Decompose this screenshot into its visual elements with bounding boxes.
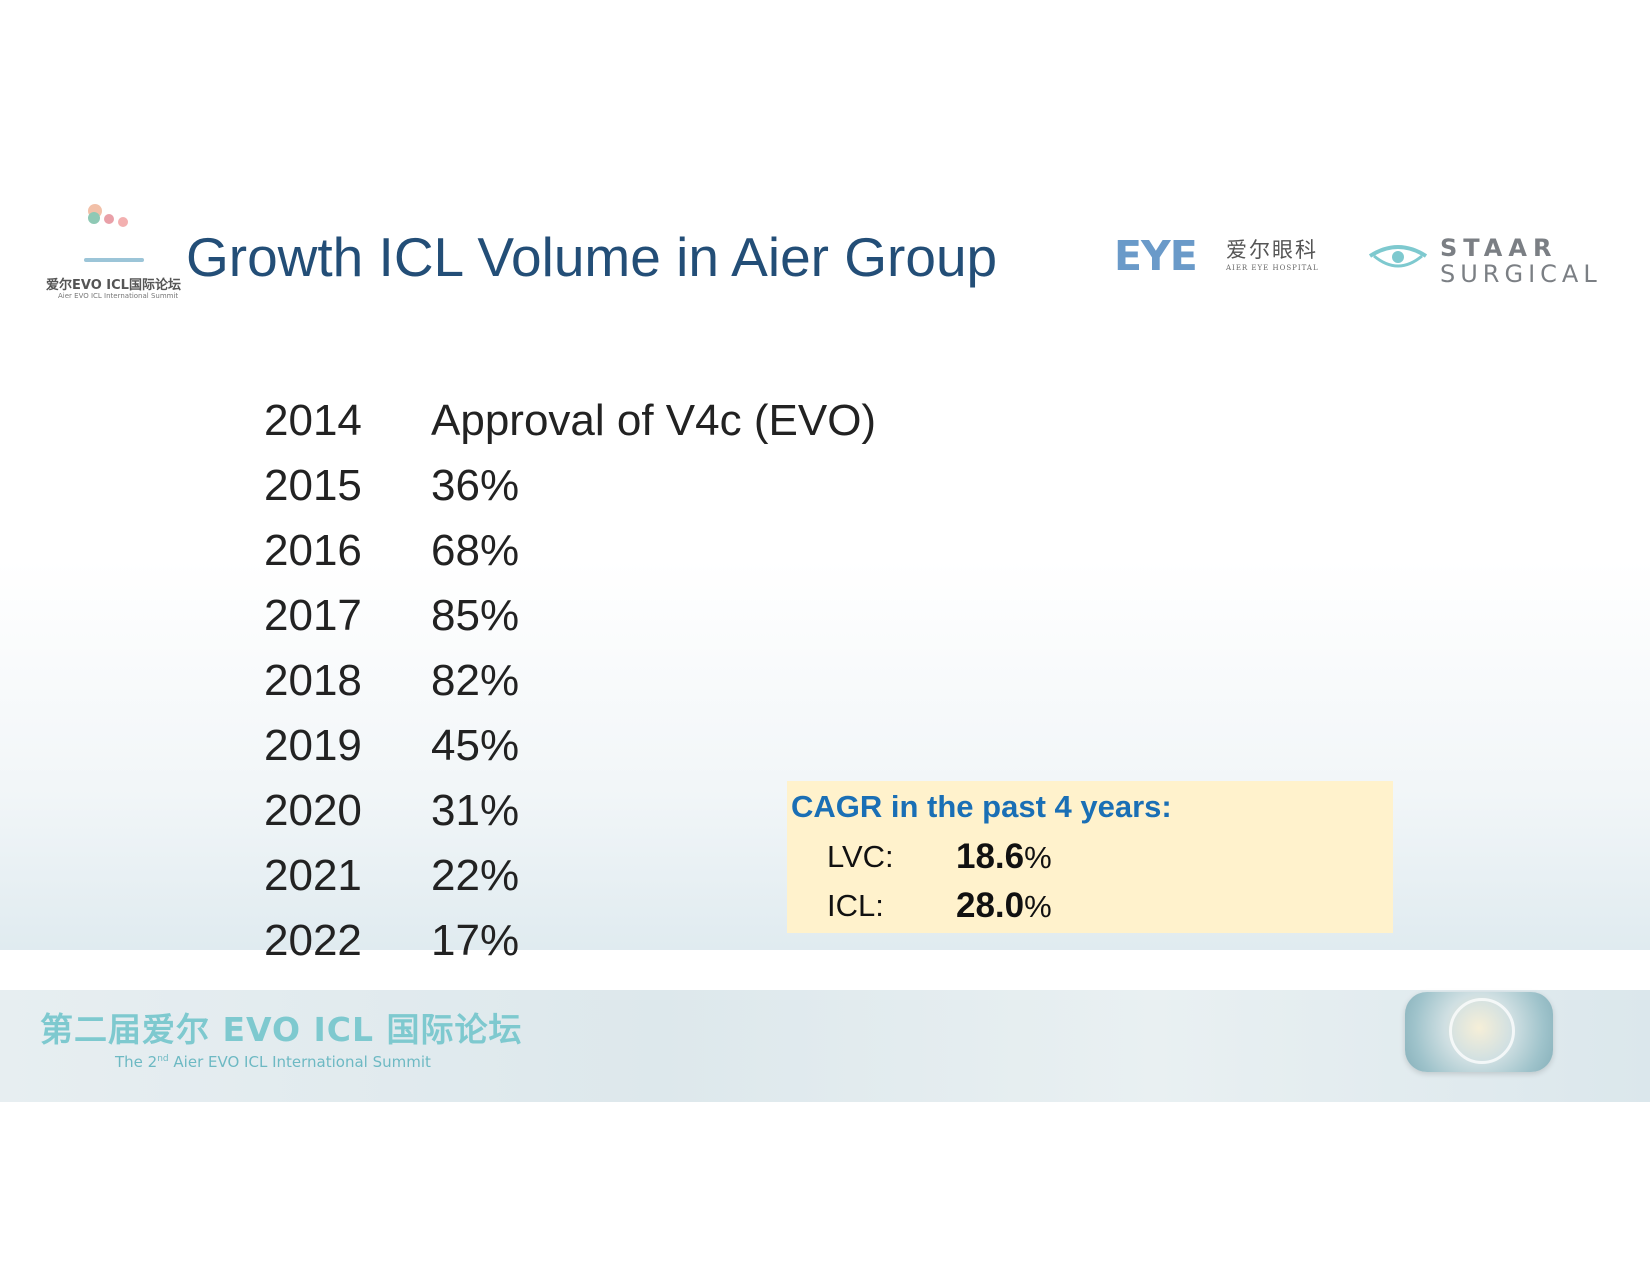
- cagr-callout: CAGR in the past 4 years: LVC: 18.6% ICL…: [787, 781, 1393, 933]
- table-row: 2014 Approval of V4c (EVO): [264, 396, 884, 456]
- staar-logo-line2: SURGICAL: [1440, 260, 1602, 288]
- table-year: 2019: [264, 721, 362, 770]
- table-year: 2022: [264, 916, 362, 965]
- footer-title-en-pre: The 2: [115, 1053, 158, 1071]
- table-row: 2017 85%: [264, 591, 884, 651]
- cagr-lvc-value: 18.6: [956, 837, 1025, 876]
- table-value: Approval of V4c (EVO): [431, 396, 877, 445]
- cagr-icl-value: 28.0: [956, 886, 1025, 925]
- table-value: 31%: [431, 786, 520, 835]
- summit-logo-en: Aier EVO ICL International Summit: [58, 292, 179, 300]
- table-year: 2020: [264, 786, 362, 835]
- footer-band: [0, 990, 1650, 1102]
- table-row: 2018 82%: [264, 656, 884, 716]
- table-value: 45%: [431, 721, 520, 770]
- table-year: 2014: [264, 396, 362, 445]
- cagr-lvc-unit: %: [1024, 840, 1052, 875]
- table-row: 2016 68%: [264, 526, 884, 586]
- table-row: 2021 22%: [264, 851, 884, 911]
- staar-eye-icon: [1368, 245, 1428, 268]
- summit-logo-cn: 爱尔EVO ICL国际论坛: [46, 278, 181, 293]
- table-value: 22%: [431, 851, 520, 900]
- table-year: 2015: [264, 461, 362, 510]
- footer-divider: [0, 950, 1650, 990]
- table-value: 85%: [431, 591, 520, 640]
- lens-image: [1405, 992, 1553, 1072]
- cagr-icl-value-wrap: 28.0%: [956, 886, 1052, 926]
- eye-logo-en: AIER EYE HOSPITAL: [1226, 264, 1319, 272]
- footer-title-en-sup: nd: [157, 1054, 169, 1064]
- footer-title-en-post: Aier EVO ICL International Summit: [168, 1053, 431, 1071]
- table-value: 36%: [431, 461, 520, 510]
- table-year: 2021: [264, 851, 362, 900]
- table-year: 2018: [264, 656, 362, 705]
- footer-title-cn: 第二届爱尔 EVO ICL 国际论坛: [40, 1010, 523, 1049]
- lens-ring-icon: [1449, 998, 1515, 1064]
- cagr-lvc-label: LVC:: [827, 839, 894, 874]
- table-row: 2015 36%: [264, 461, 884, 521]
- table-value: 82%: [431, 656, 520, 705]
- footer-title-en: The 2nd Aier EVO ICL International Summi…: [115, 1053, 431, 1071]
- logo-dot-icon: [88, 212, 100, 224]
- table-row: 2020 31%: [264, 786, 884, 846]
- eye-logo-cn: 爱尔眼科: [1226, 238, 1318, 262]
- table-year: 2017: [264, 591, 362, 640]
- cagr-icl-unit: %: [1024, 889, 1052, 924]
- page-title: Growth ICL Volume in Aier Group: [186, 226, 998, 288]
- cagr-lvc-value-wrap: 18.6%: [956, 837, 1052, 877]
- table-value: 68%: [431, 526, 520, 575]
- logo-dot-icon: [104, 214, 114, 224]
- aier-eye-hospital-logo: EYE 爱尔眼科 AIER EYE HOSPITAL: [1114, 232, 1334, 280]
- cagr-icl-label: ICL:: [827, 888, 884, 923]
- table-row: 2022 17%: [264, 916, 884, 976]
- eye-logo-mark: EYE: [1114, 232, 1198, 280]
- table-value: 17%: [431, 916, 520, 965]
- table-year: 2016: [264, 526, 362, 575]
- summit-logo: 爱尔EVO ICL国际论坛 Aier EVO ICL International…: [44, 200, 182, 300]
- logo-dot-icon: [84, 258, 144, 262]
- logo-dot-icon: [118, 217, 128, 227]
- staar-logo-line1: STAAR: [1440, 234, 1558, 262]
- cagr-title: CAGR in the past 4 years:: [791, 789, 1172, 824]
- staar-surgical-logo: STAAR SURGICAL: [1368, 230, 1608, 290]
- table-row: 2019 45%: [264, 721, 884, 781]
